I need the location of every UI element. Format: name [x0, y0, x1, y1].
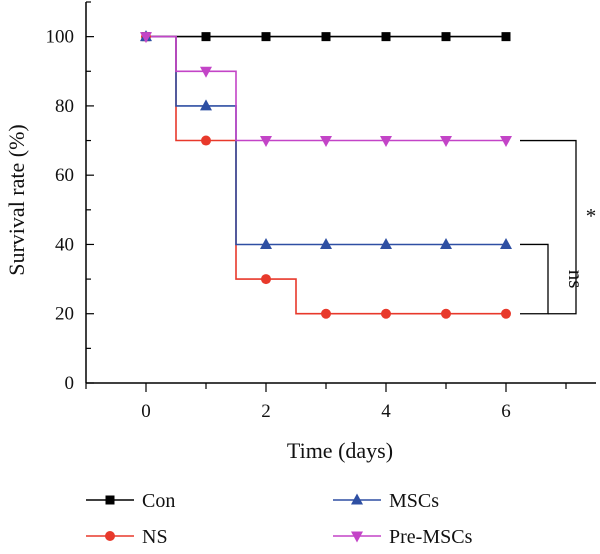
- y-tick-label: 100: [46, 27, 75, 48]
- legend-label-ns: NS: [142, 526, 168, 548]
- series-markers-ns: [141, 31, 511, 319]
- data-point-pre-mscs: [320, 136, 332, 148]
- legend-marker-pre-mscs: [351, 531, 363, 543]
- data-point-mscs: [500, 237, 512, 249]
- data-point-ns: [501, 308, 511, 319]
- data-point-mscs: [260, 237, 272, 249]
- data-point-con: [261, 32, 271, 42]
- x-tick-label: 0: [141, 401, 151, 422]
- data-point-mscs: [380, 237, 392, 249]
- series-pre-mscs: [146, 35, 506, 142]
- data-point-con: [381, 32, 391, 42]
- legend: Con NS MSCs Pre-MSCs: [86, 490, 473, 548]
- data-point-con: [321, 32, 331, 42]
- annotation-layer: ns *: [520, 139, 597, 315]
- data-point-pre-mscs: [200, 66, 212, 78]
- y-tick-label: 80: [55, 96, 74, 117]
- data-point-con: [501, 32, 511, 42]
- bracket-ns: [520, 243, 549, 315]
- x-tick-label: 4: [381, 401, 391, 422]
- annotation-ns: ns: [564, 270, 588, 289]
- legend-label-pre-mscs: Pre-MSCs: [389, 526, 473, 548]
- y-tick-label: 60: [55, 165, 74, 186]
- data-point-pre-mscs: [140, 32, 152, 44]
- axes: 0 20 40 60 80 100 0 2 4 6: [46, 1, 596, 422]
- legend-item-ns: NS: [86, 526, 168, 548]
- legend-item-pre-mscs: Pre-MSCs: [333, 526, 473, 548]
- data-point-con: [201, 32, 211, 42]
- data-point-mscs: [320, 237, 332, 249]
- data-point-pre-mscs: [440, 136, 452, 148]
- legend-marker-mscs: [351, 493, 363, 505]
- legend-marker-ns: [105, 531, 115, 541]
- y-axis-title: Survival rate (%): [4, 124, 29, 276]
- data-point-ns: [321, 308, 331, 319]
- y-tick-label: 0: [65, 373, 75, 394]
- series-layer: [140, 30, 512, 319]
- series-line-ns: [146, 35, 506, 315]
- data-point-ns: [381, 308, 391, 319]
- data-point-pre-mscs: [380, 136, 392, 148]
- x-tick-label: 6: [501, 401, 511, 422]
- legend-label-mscs: MSCs: [389, 490, 439, 512]
- series-ns: [146, 35, 506, 315]
- legend-item-con: Con: [86, 490, 175, 512]
- series-markers-pre-mscs: [140, 32, 512, 148]
- bracket-star: [520, 139, 577, 315]
- data-point-mscs: [440, 237, 452, 249]
- legend-marker-con: [105, 495, 115, 505]
- data-point-pre-mscs: [500, 136, 512, 148]
- annotation-significant: *: [586, 204, 597, 228]
- y-tick-label: 20: [55, 304, 74, 325]
- data-point-pre-mscs: [260, 136, 272, 148]
- data-point-mscs: [200, 99, 212, 111]
- series-markers-mscs: [140, 30, 512, 249]
- data-point-ns: [201, 135, 211, 146]
- data-point-ns: [441, 308, 451, 319]
- x-axis-title: Time (days): [287, 438, 393, 463]
- x-tick-label: 2: [261, 401, 271, 422]
- legend-label-con: Con: [142, 490, 175, 512]
- y-tick-label: 40: [55, 234, 74, 255]
- legend-item-mscs: MSCs: [333, 490, 439, 512]
- data-point-con: [441, 32, 451, 42]
- series-line-pre-mscs: [146, 35, 506, 142]
- data-point-ns: [261, 274, 271, 285]
